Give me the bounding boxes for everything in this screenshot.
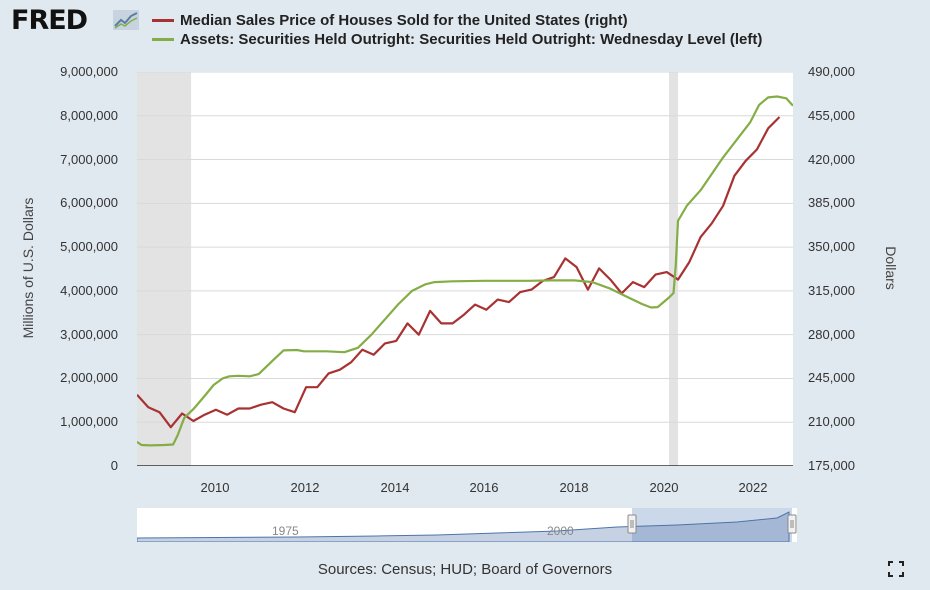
x-tick: 2014 — [380, 480, 410, 495]
plot-background — [137, 72, 793, 466]
navigator-left-handle[interactable] — [627, 514, 637, 534]
right-tick: 175,000 — [808, 458, 855, 473]
x-tick: 2012 — [290, 480, 320, 495]
right-tick: 455,000 — [808, 108, 855, 123]
series-line-securities — [137, 95, 793, 447]
right-tick: 350,000 — [808, 239, 855, 254]
navigator-label: 1975 — [272, 524, 299, 538]
right-tick: 315,000 — [808, 283, 855, 298]
x-tick: 2018 — [559, 480, 589, 495]
sources-note: Sources: Census; HUD; Board of Governors — [317, 561, 613, 578]
legend-label-house-price: Median Sales Price of Houses Sold for th… — [180, 12, 628, 29]
left-tick: 2,000,000 — [60, 370, 118, 385]
legend-item-house-price[interactable]: Median Sales Price of Houses Sold for th… — [152, 11, 812, 30]
fred-logo[interactable]: FRED — [11, 5, 88, 36]
recession-shading — [669, 72, 679, 466]
range-navigator[interactable] — [137, 508, 797, 542]
right-tick: 385,000 — [808, 195, 855, 210]
left-tick: 7,000,000 — [60, 152, 118, 167]
plot-area[interactable] — [137, 72, 793, 466]
left-tick: 4,000,000 — [60, 283, 118, 298]
navigator-label: 2000 — [547, 524, 574, 538]
legend-swatch-house-price — [152, 19, 174, 22]
recession-shading — [137, 72, 192, 466]
navigator-selection[interactable] — [632, 508, 792, 542]
left-tick: 5,000,000 — [60, 239, 118, 254]
legend-label-securities: Assets: Securities Held Outright: Securi… — [180, 31, 763, 48]
legend: Median Sales Price of Houses Sold for th… — [152, 11, 812, 49]
fullscreen-icon[interactable] — [888, 561, 904, 577]
x-tick: 2016 — [469, 480, 499, 495]
right-tick: 245,000 — [808, 370, 855, 385]
right-tick: 280,000 — [808, 327, 855, 342]
x-tick: 2010 — [200, 480, 230, 495]
series-line-house-price — [137, 116, 781, 429]
right-tick: 490,000 — [808, 64, 855, 79]
left-tick: 1,000,000 — [60, 414, 118, 429]
x-tick: 2022 — [738, 480, 768, 495]
legend-swatch-securities — [152, 38, 174, 41]
left-tick: 6,000,000 — [60, 195, 118, 210]
left-tick: 0 — [110, 458, 118, 473]
right-tick: 210,000 — [808, 414, 855, 429]
left-tick: 8,000,000 — [60, 108, 118, 123]
legend-item-securities[interactable]: Assets: Securities Held Outright: Securi… — [152, 30, 812, 49]
navigator-right-handle[interactable] — [787, 514, 797, 534]
left-tick: 9,000,000 — [60, 64, 118, 79]
right-tick: 420,000 — [808, 152, 855, 167]
chart-line-icon — [113, 10, 139, 30]
right-axis-title: Dollars — [883, 246, 899, 290]
x-tick: 2020 — [649, 480, 679, 495]
left-axis-title: Millions of U.S. Dollars — [20, 197, 36, 339]
left-tick: 3,000,000 — [60, 327, 118, 342]
